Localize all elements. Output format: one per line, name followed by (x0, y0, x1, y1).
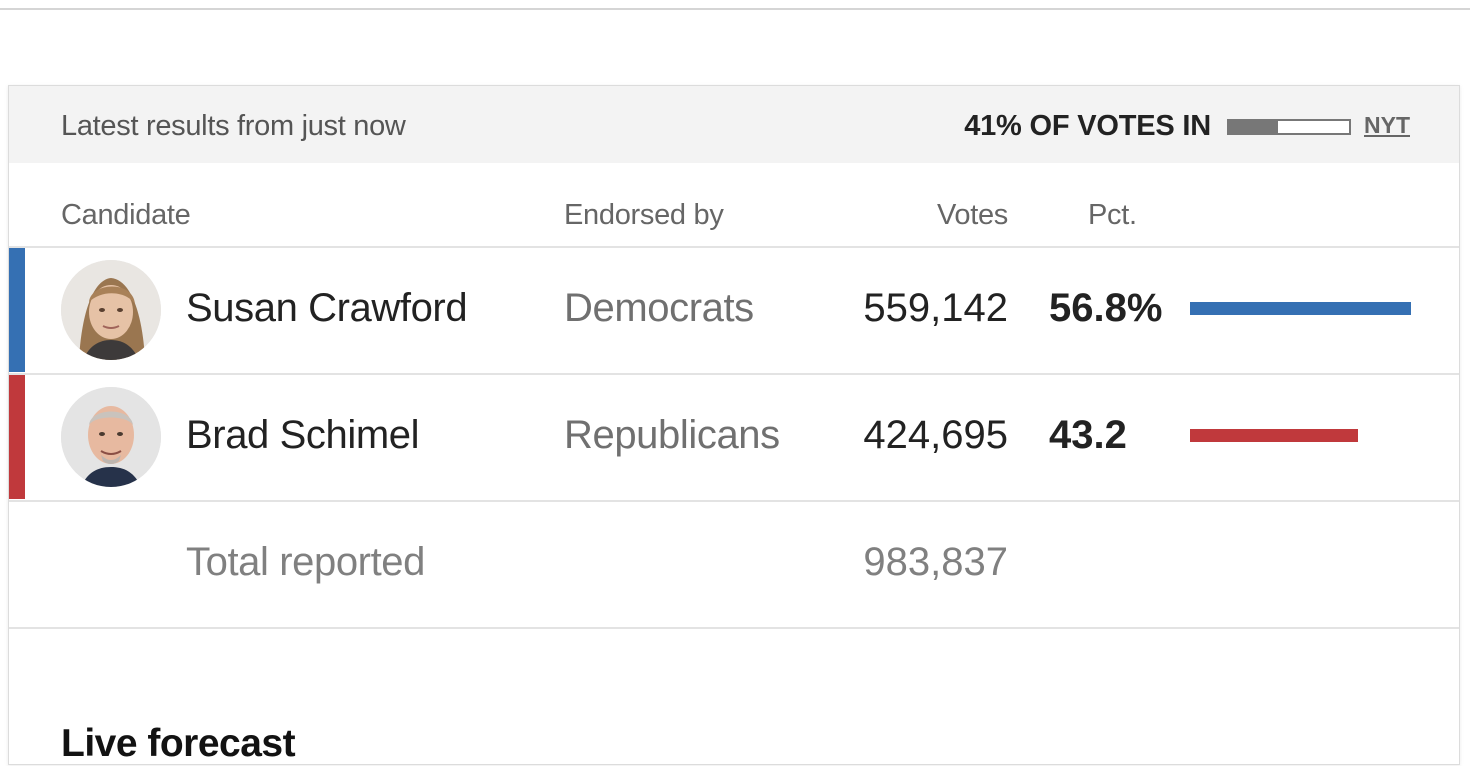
header-pct: Pct. (1088, 199, 1137, 231)
candidate-votes: 559,142 (863, 286, 1008, 330)
header-candidate: Candidate (61, 199, 191, 231)
header-endorsed-by: Endorsed by (564, 199, 724, 231)
candidate-row: Susan Crawford Democrats 559,142 56.8% (9, 246, 1459, 372)
live-forecast-heading: Live forecast (61, 722, 296, 766)
party-color-stripe (9, 375, 25, 499)
total-reported-votes: 983,837 (863, 540, 1008, 584)
votes-in-progress-fill (1229, 121, 1279, 133)
candidate-name: Brad Schimel (186, 413, 420, 457)
candidate-endorsement: Democrats (564, 286, 754, 330)
candidate-pct: 56.8% (1049, 286, 1163, 330)
candidate-photo-icon (61, 387, 161, 487)
party-color-stripe (9, 248, 25, 372)
candidate-row: Brad Schimel Republicans 424,695 43.2 (9, 373, 1459, 499)
results-card: Latest results from just now 41% OF VOTE… (8, 85, 1460, 765)
vote-share-bar (1190, 302, 1411, 315)
candidate-photo-icon (61, 260, 161, 360)
candidate-endorsement: Republicans (564, 413, 780, 457)
total-row: Total reported 983,837 (9, 500, 1459, 626)
total-reported-label: Total reported (186, 540, 425, 584)
header-votes: Votes (936, 199, 1008, 231)
source-link[interactable]: NYT (1364, 112, 1410, 138)
results-status-bar: Latest results from just now 41% OF VOTE… (9, 86, 1459, 163)
top-divider (0, 8, 1470, 10)
votes-in-label: 41% OF VOTES IN (964, 110, 1211, 142)
candidate-votes: 424,695 (863, 413, 1008, 457)
votes-in-progress-bar (1227, 119, 1351, 135)
candidate-name: Susan Crawford (186, 286, 468, 330)
latest-results-text: Latest results from just now (61, 110, 406, 142)
vote-share-bar (1190, 429, 1411, 442)
candidate-pct: 43.2 (1049, 413, 1127, 457)
vote-share-bar-fill (1190, 302, 1411, 315)
vote-share-bar-fill (1190, 429, 1359, 442)
table-bottom-divider (9, 627, 1459, 629)
